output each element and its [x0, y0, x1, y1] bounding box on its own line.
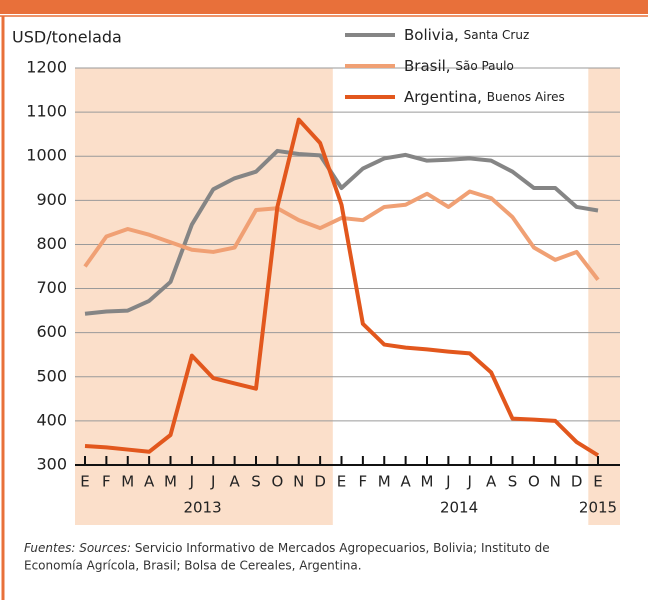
legend-name: Brasil, — [404, 57, 451, 75]
y-tick-label: 900 — [36, 190, 67, 209]
x-tick-label: A — [486, 473, 497, 491]
x-tick-label: M — [378, 473, 391, 491]
y-tick-label: 500 — [36, 366, 67, 385]
legend-location: Buenos Aires — [487, 90, 565, 104]
x-tick-label: A — [400, 473, 411, 491]
x-tick-label: A — [144, 473, 155, 491]
y-axis-label: USD/tonelada — [12, 28, 122, 47]
legend-label: Argentina, Buenos Aires — [404, 88, 565, 106]
year-label: 2015 — [579, 499, 617, 517]
y-tick-label: 600 — [36, 322, 67, 341]
legend-label: Bolivia, Santa Cruz — [404, 26, 529, 44]
legend-location: São Paulo — [455, 59, 513, 73]
series-line — [83, 189, 600, 281]
x-tick-label: N — [293, 473, 304, 491]
source-line: Servicio Informativo de Mercados Agropec… — [135, 541, 550, 555]
y-tick-label: 1100 — [26, 102, 67, 121]
x-tick-label: N — [550, 473, 561, 491]
lines — [83, 117, 600, 457]
year-label: 2013 — [183, 499, 221, 517]
x-tick-label: O — [528, 473, 540, 491]
x-tick-label: E — [593, 473, 602, 491]
x-tick-label: S — [251, 473, 261, 491]
x-tick-label: J — [189, 473, 194, 491]
x-tick-label: J — [445, 473, 450, 491]
top-bar — [0, 0, 648, 14]
x-tick-label: J — [210, 473, 215, 491]
source-label: Fuentes: Sources: — [24, 541, 131, 555]
legend-name: Bolivia, — [404, 26, 459, 44]
x-tick-label: A — [229, 473, 240, 491]
year-label: 2014 — [440, 499, 478, 517]
x-tick-label: F — [102, 473, 111, 491]
x-tick-label: D — [571, 473, 583, 491]
x-tick-label: E — [337, 473, 346, 491]
shading — [75, 68, 620, 525]
source: Fuentes: Sources: Servicio Informativo d… — [24, 541, 550, 555]
y-tick-label: 400 — [36, 410, 67, 429]
legend-label: Brasil, São Paulo — [404, 57, 514, 75]
y-tick-label: 1200 — [26, 58, 67, 77]
legend-location: Santa Cruz — [464, 28, 530, 42]
series-line — [84, 148, 599, 316]
x-tick-label: M — [421, 473, 434, 491]
source-line: Economía Agrícola, Brasil; Bolsa de Cere… — [24, 559, 362, 573]
x-tick-label: M — [164, 473, 177, 491]
legend-name: Argentina, — [404, 88, 482, 106]
series-line — [84, 117, 600, 457]
x-tick-label: J — [467, 473, 472, 491]
y-tick-label: 700 — [36, 278, 67, 297]
y-tick-label: 300 — [36, 455, 67, 474]
x-tick-label: D — [314, 473, 326, 491]
x-tick-label: S — [508, 473, 518, 491]
x-tick-label: O — [271, 473, 283, 491]
x-tick-label: E — [80, 473, 89, 491]
y-tick-label: 1000 — [26, 146, 67, 165]
y-tick-label: 800 — [36, 234, 67, 253]
x-tick-label: M — [121, 473, 134, 491]
x-tick-label: F — [359, 473, 368, 491]
year-band — [588, 68, 620, 525]
